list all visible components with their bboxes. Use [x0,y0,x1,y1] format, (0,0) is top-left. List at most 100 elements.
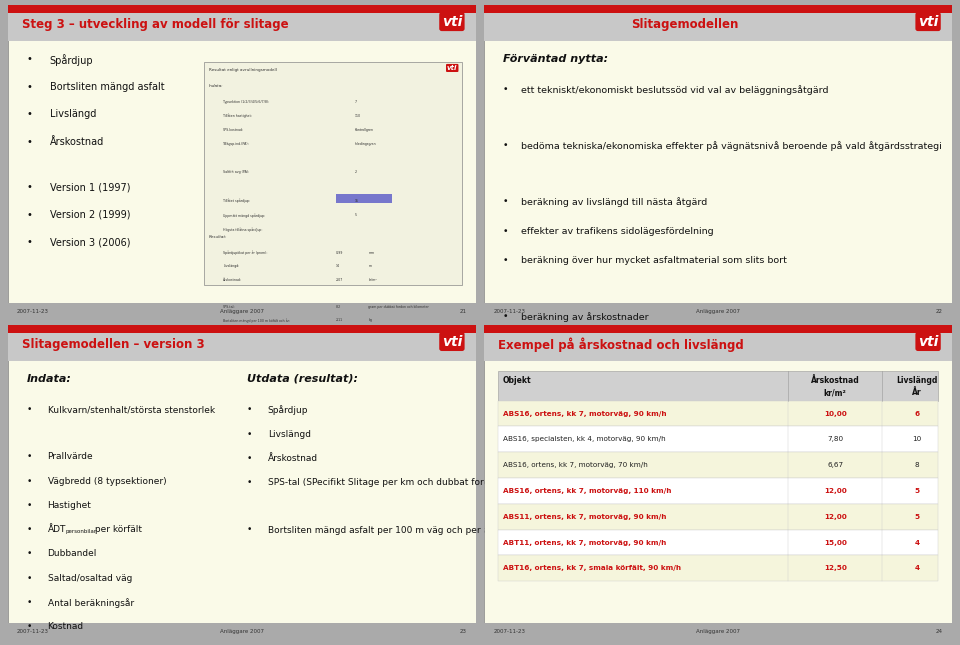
Text: ABS11, ortens, kk 7, motorväg, 90 km/h: ABS11, ortens, kk 7, motorväg, 90 km/h [503,514,666,520]
Bar [498,530,938,555]
Text: •: • [27,54,33,64]
Text: vti: vti [447,65,457,71]
Text: 12,50: 12,50 [824,566,847,571]
Text: Indata:: Indata: [27,374,71,384]
Text: 6,67: 6,67 [828,462,843,468]
Text: Antal beräkningsår: Antal beräkningsår [47,598,133,608]
Text: Anläggare 2007: Anläggare 2007 [220,309,264,313]
Text: bedöma tekniska/ekonomiska effekter på vägnätsnivå beroende på vald åtgärdsstrat: bedöma tekniska/ekonomiska effekter på v… [521,141,942,152]
Text: per körfält: per körfält [92,525,142,534]
Text: Inledingsgren: Inledingsgren [354,142,376,146]
Text: Årskostnad: Årskostnad [811,377,859,385]
Bar [498,555,938,581]
Text: 14: 14 [336,264,340,268]
Text: beräkning av livslängd till nästa åtgärd: beräkning av livslängd till nästa åtgärd [521,197,708,207]
Text: Bortsliten mängd per 100 m köfält och år:: Bortsliten mängd per 100 m köfält och år… [223,319,290,323]
Text: •: • [27,210,33,220]
Text: 15: 15 [354,199,358,203]
Bar [498,504,938,530]
Text: •: • [247,430,252,439]
Text: Slitagemodellen – version 3: Slitagemodellen – version 3 [22,338,204,352]
Bar [8,622,476,640]
Text: beräkning över hur mycket asfaltmaterial som slits bort: beräkning över hur mycket asfaltmaterial… [521,256,787,265]
Text: SPS-tal:: SPS-tal: [223,305,236,309]
Text: •: • [27,525,32,534]
Bar [484,303,952,320]
Text: 8: 8 [915,462,920,468]
Text: Saltad/osaltad väg: Saltad/osaltad väg [47,574,132,583]
Text: Steg 3 – utveckling av modell för slitage: Steg 3 – utveckling av modell för slitag… [22,18,288,32]
Text: Livslängd: Livslängd [50,110,96,119]
Text: Typsektion (1/2/3/4/5/6/7/8):: Typsektion (1/2/3/4/5/6/7/8): [223,99,270,104]
Text: ÅDT: ÅDT [47,525,66,534]
Text: 2: 2 [354,170,356,174]
Text: Tillägsp.ind.(PA):: Tillägsp.ind.(PA): [223,142,250,146]
Text: •: • [27,82,33,92]
Text: •: • [27,550,32,559]
Text: ABS16, ortens, kk 7, motorväg, 70 km/h: ABS16, ortens, kk 7, motorväg, 70 km/h [503,462,647,468]
Text: 4: 4 [915,540,920,546]
Text: Spårdjup: Spårdjup [50,54,93,66]
Text: Livslängd: Livslängd [897,377,938,385]
Text: kg: kg [369,319,372,322]
Text: Saltfrit avg (PA):: Saltfrit avg (PA): [223,170,250,174]
Text: 2007-11-23: 2007-11-23 [493,309,525,313]
Text: ett tekniskt/ekonomiskt beslutssöd vid val av beläggningsåtgärd: ett tekniskt/ekonomiskt beslutssöd vid v… [521,85,828,95]
Text: 10: 10 [913,436,922,442]
Text: 7,80: 7,80 [828,436,843,442]
Text: ABS16, ortens, kk 7, motorväg, 90 km/h: ABS16, ortens, kk 7, motorväg, 90 km/h [503,410,666,417]
Bar [8,325,476,333]
Text: 23: 23 [460,629,467,633]
Text: mm: mm [369,251,374,255]
Text: Årskostnad:: Årskostnad: [223,278,242,282]
Text: Kostnad: Kostnad [47,622,84,631]
Bar [484,325,952,333]
Text: •: • [503,227,508,236]
Text: kr/m²: kr/m² [824,388,847,397]
Text: Utdata (resultat):: Utdata (resultat): [247,374,358,384]
Text: kr/m²: kr/m² [369,278,377,282]
Text: •: • [27,622,32,631]
Text: •: • [27,598,32,607]
Text: 2007-11-23: 2007-11-23 [17,309,49,313]
Text: Anläggare 2007: Anläggare 2007 [696,629,740,633]
Bar [8,325,476,361]
Text: m: m [369,264,372,268]
Text: 2007-11-23: 2007-11-23 [17,629,49,633]
Text: Exempel på årskostnad och livslängd: Exempel på årskostnad och livslängd [498,337,744,352]
Text: 22: 22 [936,309,943,313]
Text: SPS-tal (SPecifikt Slitage per km och dubbat fordon): SPS-tal (SPecifikt Slitage per km och du… [268,478,504,487]
Text: •: • [503,341,508,350]
Text: Livslängd: Livslängd [268,430,311,439]
Bar [8,5,476,13]
Text: Spårdjupökat per år (prom):: Spårdjupökat per år (prom): [223,251,268,255]
Text: vti: vti [918,15,938,28]
Text: •: • [27,501,32,510]
Text: Bortsliten mängd asfalt: Bortsliten mängd asfalt [50,82,164,92]
Bar [204,62,462,285]
Text: 7: 7 [354,99,356,104]
Text: •: • [27,182,33,192]
Text: 12,00: 12,00 [824,488,847,494]
Text: •: • [503,197,508,206]
Text: 2007-11-23: 2007-11-23 [493,629,525,633]
Text: 8,2: 8,2 [336,305,341,309]
Bar [484,5,952,13]
Text: ABT16, ortens, kk 7, smala körfält, 90 km/h: ABT16, ortens, kk 7, smala körfält, 90 k… [503,566,681,571]
Text: 10,00: 10,00 [824,410,847,417]
Text: Prallvärde: Prallvärde [47,452,93,461]
Bar [336,194,392,203]
Bar [8,303,476,320]
Bar [484,5,952,41]
Text: •: • [27,405,32,414]
Text: Dubbandel: Dubbandel [47,550,97,559]
Text: •: • [503,312,508,321]
Text: •: • [27,452,32,461]
Text: vti: vti [442,335,462,348]
Text: ABS16, ortens, kk 7, motorväg, 110 km/h: ABS16, ortens, kk 7, motorväg, 110 km/h [503,488,671,494]
Bar [8,5,476,41]
Text: 5: 5 [915,488,920,494]
Text: Vägbredd (8 typsektioner): Vägbredd (8 typsektioner) [47,477,166,486]
Text: Spårdjup: Spårdjup [268,405,308,415]
Text: •: • [27,237,33,248]
